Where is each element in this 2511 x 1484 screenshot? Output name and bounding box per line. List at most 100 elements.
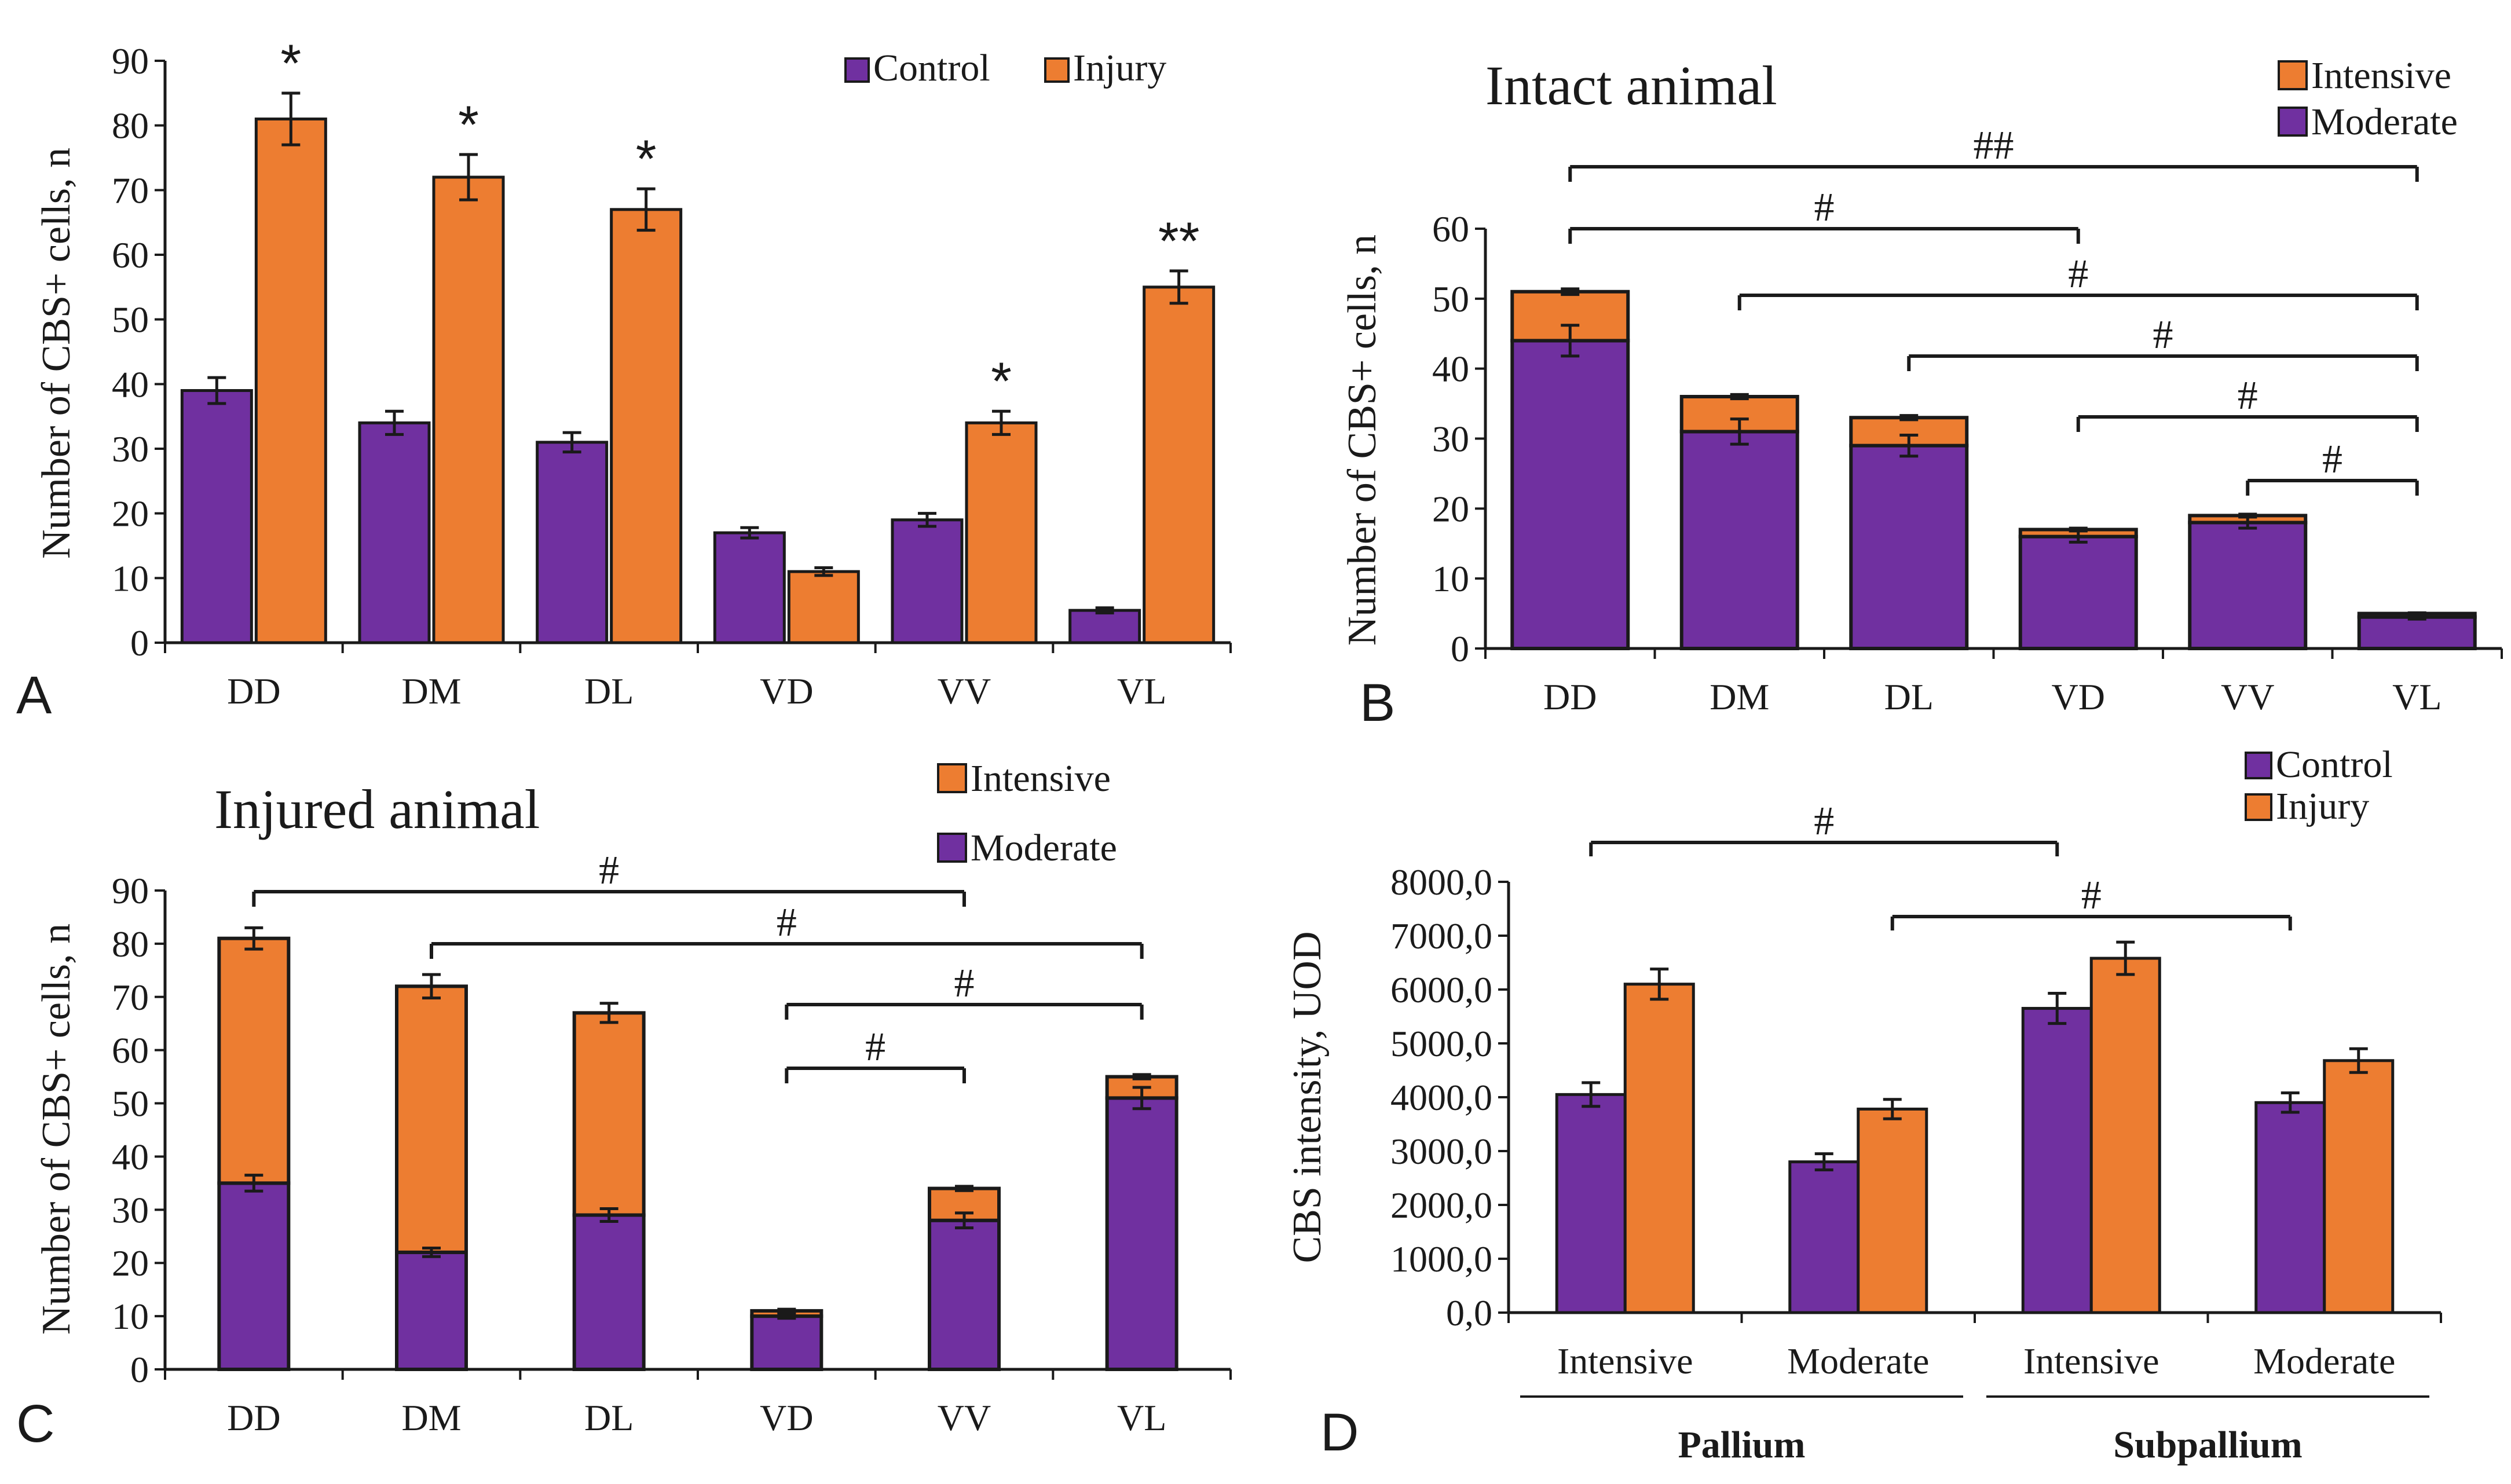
y-tick-label: 2000,0 bbox=[1390, 1185, 1492, 1226]
x-tick-label: DL bbox=[584, 1397, 634, 1438]
legend-label: Intensive bbox=[971, 757, 1111, 800]
bracket-label: # bbox=[2068, 252, 2088, 296]
x-tick-label: VV bbox=[2221, 676, 2274, 717]
bar-injury-vv bbox=[965, 421, 1038, 644]
y-tick-label: 90 bbox=[112, 870, 149, 911]
y-tick-label: 30 bbox=[112, 428, 149, 470]
x-tick-label: DD bbox=[227, 1397, 280, 1438]
x-tick-label: VV bbox=[938, 670, 991, 712]
bracket-label: # bbox=[1814, 799, 1834, 844]
x-tick-label: VD bbox=[2052, 676, 2105, 717]
x-tick-label: Intensive bbox=[2023, 1340, 2159, 1382]
bracket-label: ## bbox=[1974, 123, 2014, 168]
legend-swatch bbox=[2278, 60, 2308, 90]
y-tick-label: 50 bbox=[112, 299, 149, 340]
x-tick-label: VL bbox=[2392, 676, 2442, 717]
legend-label: Control bbox=[2276, 743, 2393, 786]
x-tick-label: Intensive bbox=[1557, 1340, 1693, 1382]
bar-control-vl bbox=[1068, 609, 1141, 644]
bar-moderate-dm bbox=[1679, 430, 1799, 651]
y-tick-label: 3000,0 bbox=[1390, 1131, 1492, 1172]
y-tick-label: 10 bbox=[112, 558, 149, 599]
panel-label-a: A bbox=[16, 666, 52, 725]
legend-swatch bbox=[1044, 57, 1070, 83]
legend-label: Control bbox=[873, 47, 990, 89]
significance-bracket: # bbox=[1737, 252, 2419, 310]
chart-title: Injured animal bbox=[214, 778, 540, 840]
x-tick-label: DM bbox=[401, 1397, 461, 1438]
legend-label: Moderate bbox=[2311, 101, 2458, 143]
significance-bracket: # bbox=[1589, 799, 2059, 856]
y-tick-label: 60 bbox=[112, 234, 149, 276]
bar-moderate-vl bbox=[1105, 1096, 1178, 1372]
y-axis-title: CBS intensity, UOD bbox=[1285, 931, 1330, 1263]
y-tick-label: 6000,0 bbox=[1390, 969, 1492, 1010]
bar-injury-dd bbox=[254, 118, 327, 644]
x-tick-label: VL bbox=[1117, 1397, 1166, 1438]
y-tick-label: 30 bbox=[112, 1189, 149, 1230]
bar-injury-vd bbox=[787, 570, 860, 644]
legend-label: Injury bbox=[2276, 785, 2369, 827]
y-tick-label: 60 bbox=[1432, 208, 1469, 250]
x-tick-label: Moderate bbox=[2253, 1340, 2395, 1382]
y-tick-label: 20 bbox=[112, 1243, 149, 1284]
bracket-label: # bbox=[2081, 873, 2102, 918]
bracket-label: # bbox=[599, 848, 619, 893]
chart-title: Intact animal bbox=[1485, 54, 1777, 116]
legend-swatch bbox=[2245, 793, 2272, 821]
bar-moderate-dl bbox=[1849, 444, 1969, 650]
y-axis-title: Number of CBS+ cells, n bbox=[1340, 234, 1385, 646]
chart-B: 0 10 20 30 40 50 60 Number of CBS+ cells, n DD DM… bbox=[1340, 54, 2503, 732]
significance-bracket: # bbox=[1890, 873, 2292, 930]
x-tick-label: DL bbox=[1884, 676, 1934, 717]
y-tick-label: 10 bbox=[1432, 558, 1469, 599]
significance-bracket: # bbox=[785, 1025, 966, 1083]
y-tick-label: 8000,0 bbox=[1390, 862, 1492, 903]
y-tick-label: 60 bbox=[112, 1030, 149, 1071]
y-tick-label: 50 bbox=[1432, 279, 1469, 320]
bracket-label: # bbox=[777, 900, 797, 945]
chart-A: 0 10 20 30 40 50 60 70 80 90 Number of CBS+ cells,… bbox=[16, 34, 1232, 725]
bar-control-0 bbox=[1555, 1093, 1627, 1314]
bar-control-3 bbox=[2254, 1101, 2326, 1314]
significance-marker: * bbox=[636, 130, 657, 189]
group-label-subpallium: Subpallium bbox=[2113, 1424, 2303, 1466]
x-tick-label: DD bbox=[227, 670, 280, 712]
panel-label-c: C bbox=[16, 1394, 54, 1453]
bar-intensive-dl bbox=[572, 1011, 646, 1217]
panel-label-b: B bbox=[1360, 673, 1395, 732]
legend-swatch bbox=[2245, 752, 2272, 779]
significance-bracket: # bbox=[785, 961, 1144, 1020]
chart-D: 0,0 1000,0 2000,0 3000,0 4000,0 5000,0 6000,0 7… bbox=[1285, 743, 2442, 1466]
bar-moderate-dd bbox=[1510, 339, 1630, 650]
y-tick-label: 40 bbox=[112, 1136, 149, 1177]
bar-control-dm bbox=[358, 421, 431, 644]
y-axis-title: Number of CBS+ cells, n bbox=[34, 148, 79, 559]
y-tick-label: 90 bbox=[112, 41, 149, 82]
y-tick-label: 70 bbox=[112, 977, 149, 1018]
bar-moderate-vv bbox=[928, 1218, 1001, 1372]
bar-moderate-vd bbox=[2018, 534, 2138, 651]
x-tick-label: DM bbox=[1710, 676, 1769, 717]
x-tick-label: DM bbox=[401, 670, 461, 712]
bar-injury-3 bbox=[2323, 1059, 2395, 1314]
bar-control-1 bbox=[1788, 1160, 1860, 1314]
bar-control-vd bbox=[713, 531, 786, 644]
significance-bracket: # bbox=[1568, 185, 2080, 244]
bar-control-2 bbox=[2021, 1007, 2093, 1314]
x-tick-label: DL bbox=[584, 670, 634, 712]
bar-control-dd bbox=[180, 389, 253, 644]
legend-label: Intensive bbox=[2311, 54, 2451, 97]
y-tick-label: 0 bbox=[130, 1349, 149, 1390]
legend-label: Injury bbox=[1073, 47, 1166, 89]
y-tick-label: 0 bbox=[130, 622, 149, 664]
y-tick-label: 0 bbox=[1451, 628, 1469, 669]
significance-bracket: # bbox=[2076, 373, 2419, 432]
y-tick-label: 0,0 bbox=[1446, 1292, 1492, 1333]
bracket-label: # bbox=[2322, 437, 2342, 482]
bracket-label: # bbox=[954, 961, 975, 1006]
panel-label-d: D bbox=[1320, 1403, 1359, 1462]
legend-label: Moderate bbox=[971, 827, 1117, 869]
significance-marker: * bbox=[280, 34, 301, 93]
significance-bracket: # bbox=[1907, 313, 2419, 371]
